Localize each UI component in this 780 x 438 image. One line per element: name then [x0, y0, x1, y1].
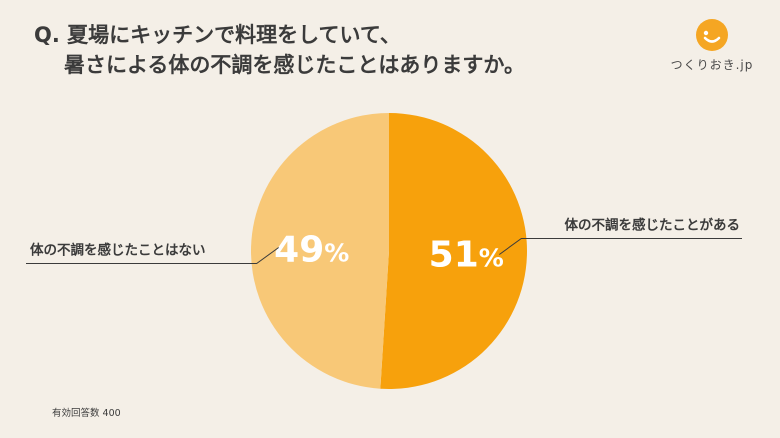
leader-line-1 — [26, 247, 279, 265]
slice-percent-value-1: 49 — [274, 230, 324, 271]
slice-percent-label-1: 49% — [274, 230, 349, 271]
pie-slice-0 — [380, 113, 528, 389]
question-title-line2: 暑さによる体の不調を感じたことはありますか。 — [64, 53, 525, 77]
brand-logo[interactable]: つくりおき.jp — [664, 18, 760, 73]
slice-percent-unit-1: % — [324, 239, 349, 268]
leader-line-0 — [499, 237, 742, 255]
question-title: Q. 夏場にキッチンで料理をしていて、 暑さによる体の不調を感じたことはあります… — [34, 20, 525, 80]
category-label-0: 体の不調を感じたことがある — [565, 216, 741, 233]
pie-slice-1 — [251, 113, 389, 389]
smile-face-icon — [696, 19, 728, 51]
respondent-count: 有効回答数 400 — [52, 408, 121, 419]
question-title-line1: Q. 夏場にキッチンで料理をしていて、 — [34, 23, 401, 47]
category-label-1: 体の不調を感じたことはない — [30, 242, 206, 259]
brand-logo-text: つくりおき.jp — [670, 58, 754, 72]
slice-percent-label-0: 51% — [429, 234, 504, 275]
slice-percent-value-0: 51 — [429, 234, 479, 275]
slice-percent-unit-0: % — [479, 243, 504, 272]
